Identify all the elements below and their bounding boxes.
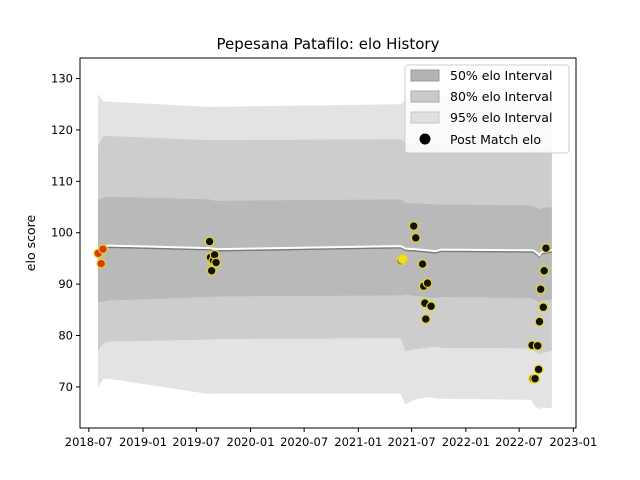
post-match-point	[410, 232, 421, 243]
x-axis: 2018-07 2019-01 2019-07 2020-01 2020-07 2021-…	[65, 428, 597, 449]
y-tick-label: 80	[58, 329, 73, 343]
x-tick-label: 2021-07	[388, 435, 436, 449]
mean-line-shadow	[97, 246, 553, 259]
legend-swatch-50	[410, 69, 440, 82]
y-axis-label: elo score	[23, 215, 38, 272]
post-match-point	[533, 364, 544, 375]
interval-bands	[97, 90, 552, 410]
plot-area	[93, 90, 553, 410]
post-match-point	[211, 257, 221, 268]
post-match-points	[93, 221, 551, 384]
post-match-point	[535, 284, 546, 295]
post-match-point	[209, 249, 220, 260]
x-tick-label: 2023-01	[549, 435, 597, 449]
y-tick-label: 120	[51, 123, 73, 137]
legend-label-80: 80% elo Interval	[450, 89, 552, 104]
y-tick-label: 70	[58, 380, 73, 394]
mean-lines	[97, 244, 553, 259]
legend-box	[404, 64, 570, 154]
x-tick-label: 2022-01	[442, 435, 490, 449]
post-match-point	[96, 258, 107, 269]
legend: 50% elo Interval 80% elo Interval 95% el…	[404, 64, 570, 154]
plot-frame	[79, 57, 577, 429]
legend-marker-post-match	[419, 133, 431, 145]
x-tick-label: 2019-01	[119, 435, 167, 449]
post-match-point	[534, 316, 545, 327]
chart-title: Pepesana Patafilo: elo History	[217, 35, 440, 53]
legend-label-95: 95% elo Interval	[450, 110, 552, 125]
legend-swatch-80	[410, 90, 440, 103]
x-tick-label: 2020-01	[227, 435, 275, 449]
post-match-point	[538, 302, 549, 313]
post-match-point	[530, 373, 540, 384]
post-match-point	[420, 314, 431, 324]
x-tick-label: 2022-07	[495, 435, 543, 449]
legend-label-post-match: Post Match elo	[450, 132, 541, 147]
post-match-point	[98, 244, 108, 255]
post-match-point	[206, 265, 217, 276]
x-tick-label: 2021-01	[334, 435, 382, 449]
post-match-point	[422, 278, 433, 288]
post-match-point	[539, 265, 550, 276]
post-match-point	[541, 243, 551, 254]
y-axis: 70 80 90 100 110 120 130	[51, 72, 80, 394]
x-tick-label: 2018-07	[65, 435, 113, 449]
mean-line	[97, 244, 553, 257]
post-match-point	[532, 340, 543, 351]
x-tick-label: 2019-07	[172, 435, 220, 449]
post-match-point	[408, 221, 419, 231]
legend-label-50: 50% elo Interval	[450, 68, 552, 83]
post-match-point	[417, 259, 428, 269]
post-match-point	[397, 254, 408, 264]
y-tick-label: 100	[51, 226, 73, 240]
legend-swatch-95	[410, 111, 440, 124]
y-tick-label: 130	[51, 72, 73, 86]
y-tick-label: 110	[51, 174, 73, 188]
y-tick-label: 90	[58, 277, 73, 291]
post-match-point	[426, 301, 436, 312]
post-match-point	[204, 236, 215, 247]
x-tick-label: 2020-07	[280, 435, 328, 449]
